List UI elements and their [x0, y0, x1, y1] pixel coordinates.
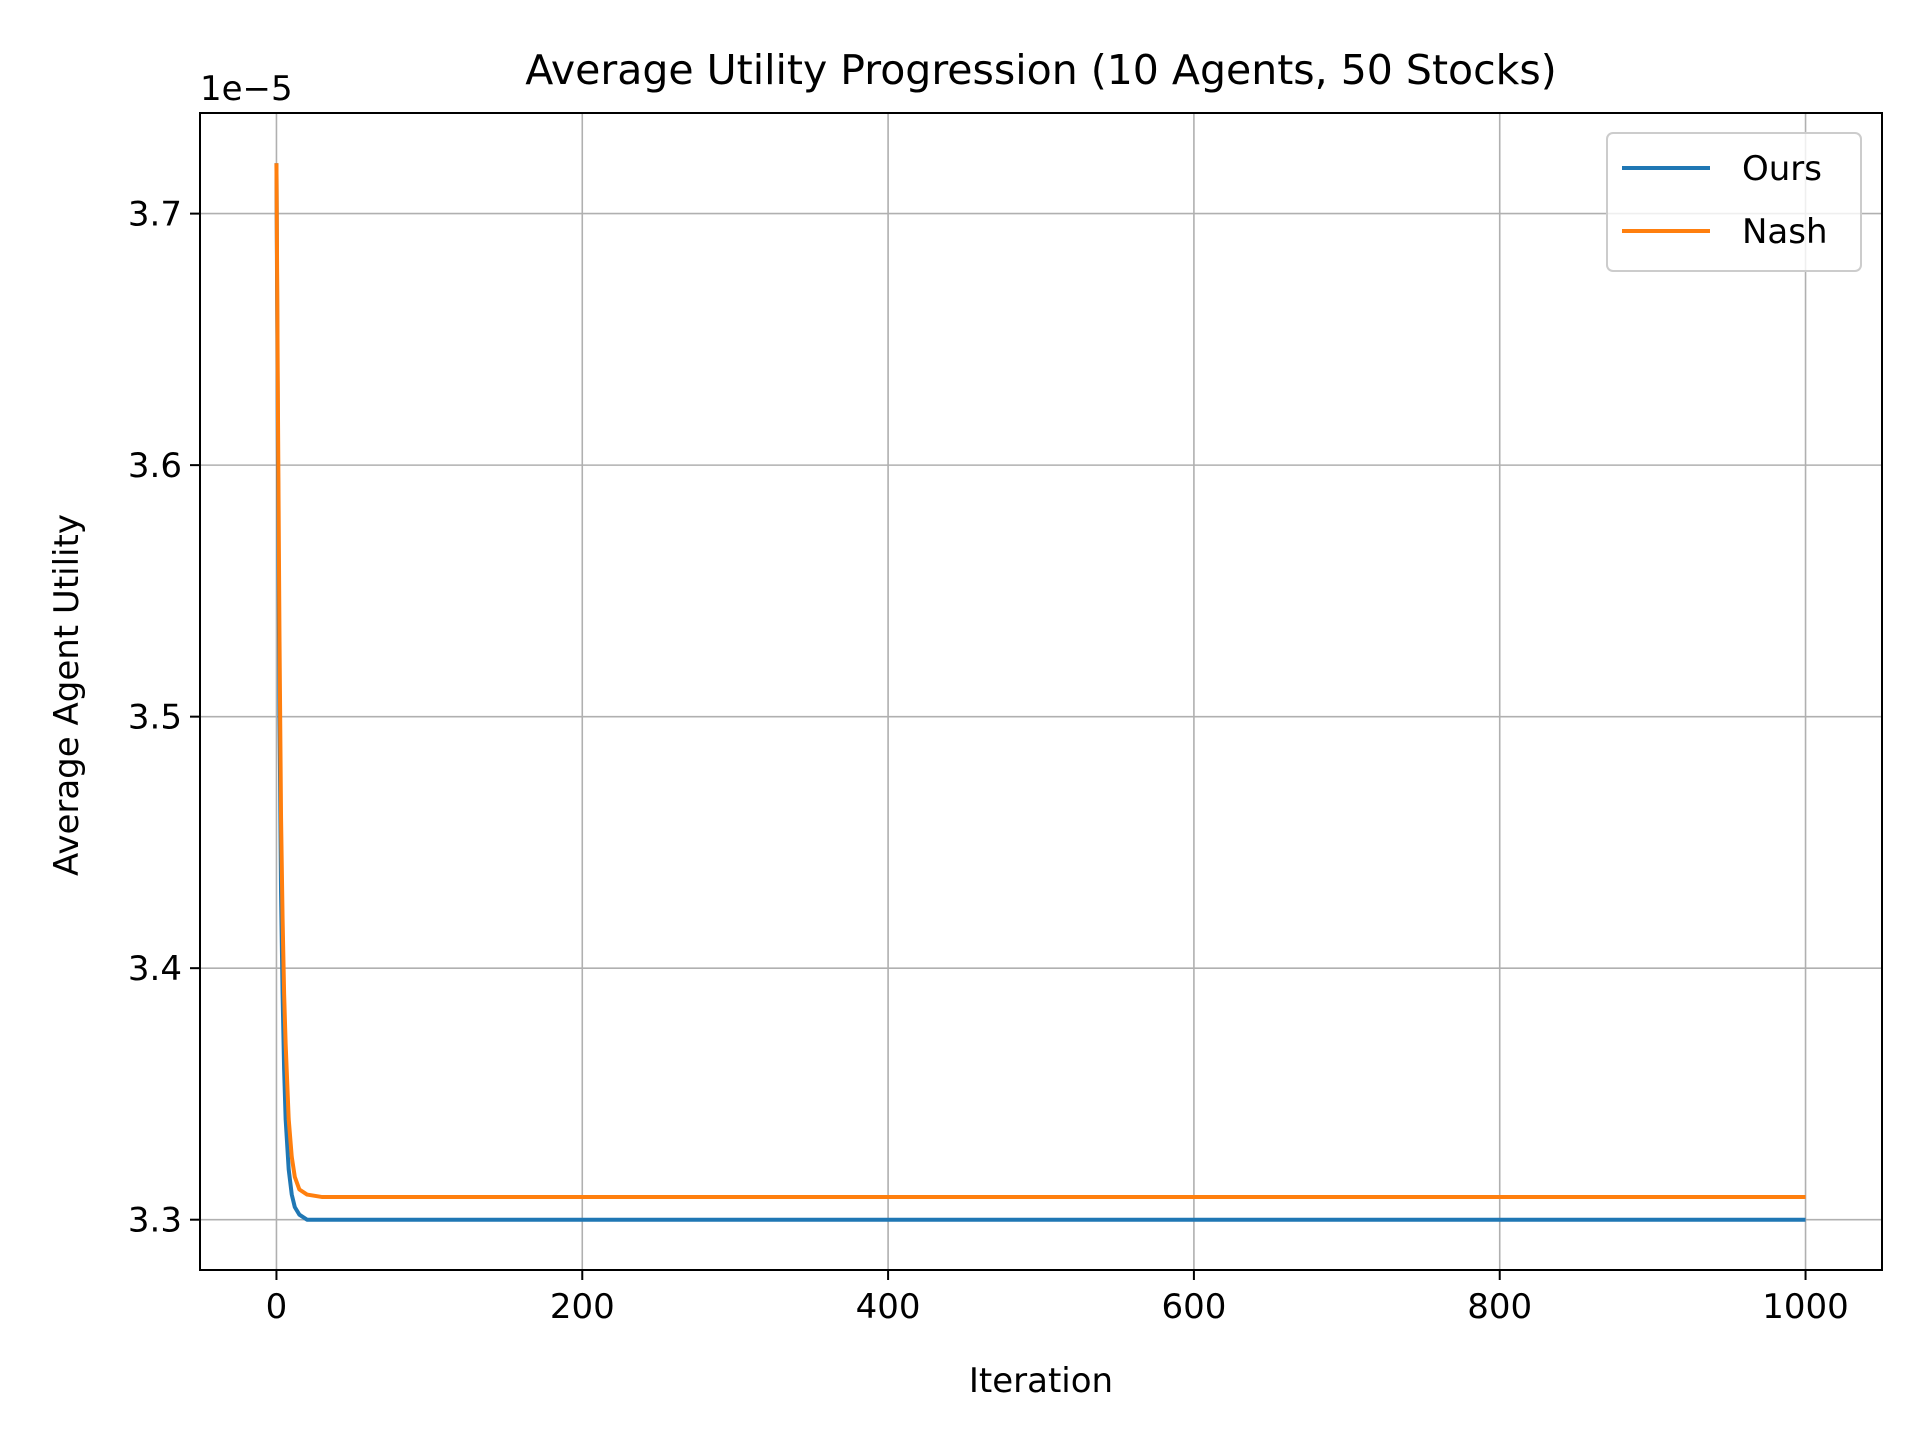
legend-label-ours: Ours — [1742, 149, 1822, 189]
y-tick-label: 3.7 — [128, 195, 182, 235]
series-line-ours — [274, 163, 1806, 1222]
x-tick-label: 800 — [1467, 1287, 1532, 1327]
y-ticks: 3.3 3.4 3.5 3.6 3.7 — [128, 195, 200, 1241]
x-tick-label: 200 — [550, 1287, 615, 1327]
x-tick-label: 1000 — [1762, 1287, 1849, 1327]
y-offset-label: 1e−5 — [200, 69, 293, 109]
y-tick-label: 3.4 — [128, 949, 182, 989]
x-axis-label: Iteration — [969, 1361, 1113, 1401]
grid-lines — [200, 113, 1882, 1270]
axes-frame — [199, 112, 1883, 1271]
x-tick-label: 400 — [856, 1287, 921, 1327]
series-lines — [274, 163, 1806, 1222]
y-tick-label: 3.6 — [128, 446, 182, 486]
legend-label-nash: Nash — [1742, 212, 1828, 252]
x-ticks: 0 200 400 600 800 1000 — [266, 1270, 1849, 1327]
x-tick-label: 600 — [1161, 1287, 1226, 1327]
y-tick-label: 3.5 — [128, 698, 182, 738]
y-tick-label: 3.3 — [128, 1201, 182, 1241]
x-tick-label: 0 — [266, 1287, 288, 1327]
legend: Ours Nash — [1606, 132, 1862, 272]
y-axis-label: Average Agent Utility — [47, 514, 87, 876]
chart-title: Average Utility Progression (10 Agents, … — [525, 46, 1557, 94]
series-line-nash — [274, 163, 1806, 1200]
